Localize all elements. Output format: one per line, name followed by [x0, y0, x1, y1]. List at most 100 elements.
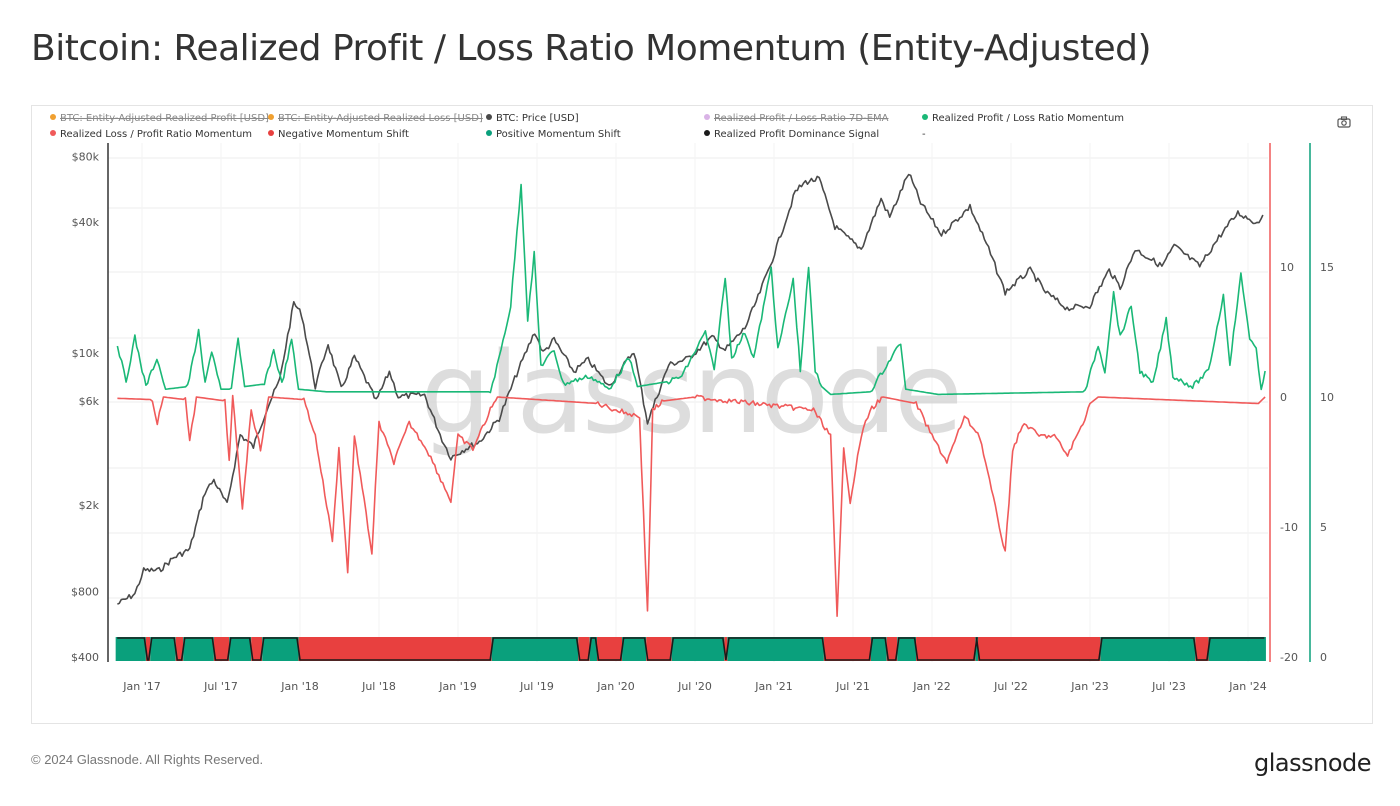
- positive-momentum-shift-region: [150, 637, 176, 661]
- x-tick-label: Jan '20: [596, 680, 634, 693]
- x-tick-label: Jul '23: [1151, 680, 1186, 693]
- negative-momentum-shift-region: [597, 637, 623, 661]
- negative-momentum-shift-region: [251, 637, 263, 661]
- legend-dot-icon: [704, 114, 710, 120]
- x-tick-label: Jul '18: [361, 680, 396, 693]
- negative-momentum-shift-region: [298, 637, 492, 661]
- legend-item[interactable]: Realized Profit / Loss Ratio 7D-EMA: [704, 113, 889, 124]
- positive-momentum-shift-region: [229, 637, 252, 661]
- legend-label: Realized Profit / Loss Ratio Momentum: [932, 113, 1125, 124]
- legend-label: Realized Profit / Loss Ratio 7D-EMA: [714, 113, 889, 124]
- x-tick-label: Jul '21: [835, 680, 870, 693]
- gridlines: [108, 143, 1268, 662]
- x-tick-label: Jan '17: [122, 680, 160, 693]
- x-tick-label: Jul '19: [519, 680, 554, 693]
- legend-item[interactable]: Positive Momentum Shift: [486, 129, 621, 140]
- legend-item[interactable]: Realized Profit / Loss Ratio Momentum: [922, 113, 1124, 124]
- left-tick-label: $800: [71, 586, 99, 599]
- negative-momentum-shift-region: [724, 637, 728, 661]
- legend-item[interactable]: Negative Momentum Shift: [268, 129, 409, 140]
- legend-dot-icon: [50, 130, 56, 136]
- legend-label: BTC: Price [USD]: [496, 113, 579, 124]
- positive-momentum-shift-region: [262, 637, 299, 661]
- negative-momentum-shift-region: [213, 637, 230, 661]
- positive-momentum-shift-region: [870, 637, 887, 661]
- page-title: Bitcoin: Realized Profit / Loss Ratio Mo…: [31, 28, 1152, 69]
- legend-dot-icon: [268, 130, 274, 136]
- green-axis-tick-label: 15: [1320, 261, 1334, 274]
- watermark: glassnode: [420, 329, 960, 459]
- green-axis-tick-label: 5: [1320, 521, 1327, 534]
- legend-item[interactable]: BTC: Entity-Adjusted Realized Loss [USD]: [268, 113, 483, 124]
- loss-profit-momentum-line: [117, 394, 1266, 617]
- legend-item[interactable]: Realized Profit Dominance Signal: [704, 129, 879, 140]
- positive-momentum-shift-region: [622, 637, 647, 661]
- positive-momentum-shift-region: [897, 637, 917, 661]
- negative-momentum-shift-region: [578, 637, 590, 661]
- axes: Jan '17 Jul '17 Jan '18 Jul '18 Jan '19 Jul '…: [71, 143, 1334, 693]
- legend-dot-icon: [50, 114, 56, 120]
- dominance-signal-line: [117, 637, 1265, 661]
- legend-label: -: [922, 129, 926, 140]
- x-tick-label: Jan '18: [280, 680, 318, 693]
- price-line: [117, 173, 1264, 605]
- negative-momentum-shift-region: [886, 637, 898, 661]
- x-tick-label: Jan '23: [1070, 680, 1108, 693]
- negative-momentum-shift-region: [823, 637, 871, 661]
- left-tick-label: $10k: [72, 347, 100, 360]
- x-tick-label: Jan '19: [438, 680, 476, 693]
- positive-momentum-shift-region: [671, 637, 725, 661]
- x-tick-label: Jan '21: [754, 680, 792, 693]
- positive-momentum-shift-region: [727, 637, 824, 661]
- left-tick-label: $400: [71, 651, 99, 664]
- left-tick-label: $2k: [79, 499, 100, 512]
- positive-momentum-shift-region: [589, 637, 598, 661]
- left-tick-label: $6k: [79, 395, 100, 408]
- series-lines: [116, 173, 1266, 617]
- legend-item[interactable]: Realized Loss / Profit Ratio Momentum: [50, 129, 252, 140]
- legend-dot-icon: [922, 114, 928, 120]
- left-tick-label: $80k: [72, 150, 100, 163]
- red-axis-tick-label: -20: [1280, 651, 1298, 664]
- legend-label: Negative Momentum Shift: [278, 129, 409, 140]
- x-tick-label: Jan '22: [912, 680, 950, 693]
- x-tick-label: Jan '24: [1228, 680, 1266, 693]
- chart-panel: [31, 105, 1373, 724]
- negative-momentum-shift-region: [175, 637, 184, 661]
- positive-momentum-shift-region: [1100, 637, 1196, 661]
- legend-dot-icon: [486, 114, 492, 120]
- x-tick-label: Jul '22: [993, 680, 1028, 693]
- glassnode-logo[interactable]: glassnode: [1254, 749, 1372, 777]
- positive-momentum-shift-region: [975, 637, 978, 661]
- legend-label: Realized Profit Dominance Signal: [714, 129, 880, 140]
- legend-item[interactable]: BTC: Price [USD]: [486, 113, 579, 124]
- negative-momentum-shift-region: [145, 637, 151, 661]
- negative-momentum-shift-region: [646, 637, 672, 661]
- positive-momentum-shift-region: [183, 637, 214, 661]
- copyright: © 2024 Glassnode. All Rights Reserved.: [31, 752, 264, 767]
- red-axis-tick-label: 0: [1280, 391, 1287, 404]
- legend-label: BTC: Entity-Adjusted Realized Loss [USD]: [278, 113, 483, 124]
- dominance-band: [115, 637, 1266, 661]
- left-tick-label: $40k: [72, 216, 100, 229]
- legend-dot-icon: [268, 114, 274, 120]
- red-axis-tick-label: 10: [1280, 261, 1294, 274]
- positive-momentum-shift-region: [1208, 637, 1266, 661]
- legend-label: Realized Loss / Profit Ratio Momentum: [60, 129, 253, 140]
- legend-item[interactable]: BTC: Entity-Adjusted Realized Profit [US…: [50, 113, 269, 124]
- negative-momentum-shift-region: [916, 637, 976, 661]
- positive-momentum-shift-region: [115, 637, 146, 661]
- profit-loss-momentum-line: [116, 183, 1266, 396]
- x-tick-label: Jul '20: [677, 680, 712, 693]
- positive-momentum-shift-region: [491, 637, 579, 661]
- camera-icon[interactable]: [1337, 115, 1351, 131]
- x-tick-label: Jul '17: [203, 680, 238, 693]
- legend-label: Positive Momentum Shift: [496, 129, 621, 140]
- green-axis-tick-label: 10: [1320, 391, 1334, 404]
- red-axis-tick-label: -10: [1280, 521, 1298, 534]
- legend-dot-icon: [486, 130, 492, 136]
- green-axis-tick-label: 0: [1320, 651, 1327, 664]
- legend-item[interactable]: -: [922, 129, 926, 140]
- legend-label: BTC: Entity-Adjusted Realized Profit [US…: [60, 113, 269, 124]
